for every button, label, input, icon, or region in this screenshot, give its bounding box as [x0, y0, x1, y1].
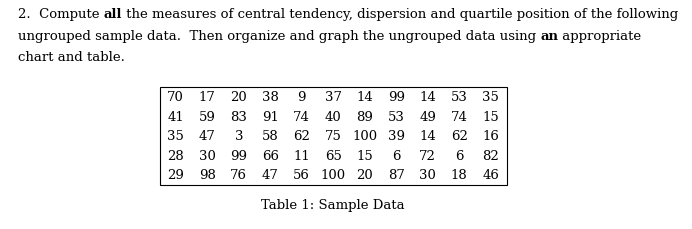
Text: 53: 53: [388, 110, 405, 123]
Text: 15: 15: [356, 149, 373, 162]
Text: 38: 38: [262, 91, 279, 104]
Text: 100: 100: [352, 130, 377, 143]
Text: Table 1: Sample Data: Table 1: Sample Data: [262, 199, 405, 212]
Text: 53: 53: [450, 91, 468, 104]
Text: 30: 30: [199, 149, 216, 162]
Text: 99: 99: [388, 91, 405, 104]
Text: 41: 41: [167, 110, 184, 123]
Text: 47: 47: [199, 130, 216, 143]
Text: 14: 14: [419, 130, 436, 143]
Text: 35: 35: [482, 91, 499, 104]
Text: 62: 62: [293, 130, 310, 143]
Text: 89: 89: [356, 110, 373, 123]
Text: 9: 9: [298, 91, 306, 104]
Text: an: an: [540, 29, 558, 42]
Text: 72: 72: [419, 149, 436, 162]
Text: 15: 15: [482, 110, 499, 123]
Text: 20: 20: [356, 169, 373, 181]
Text: 29: 29: [167, 169, 184, 181]
Text: 6: 6: [455, 149, 464, 162]
Text: 3: 3: [235, 130, 243, 143]
Text: 18: 18: [451, 169, 468, 181]
Text: 65: 65: [325, 149, 342, 162]
Text: all: all: [104, 8, 122, 21]
Text: 56: 56: [293, 169, 310, 181]
Text: 82: 82: [482, 149, 499, 162]
Text: 75: 75: [325, 130, 342, 143]
Text: 100: 100: [320, 169, 346, 181]
Text: chart and table.: chart and table.: [18, 51, 125, 64]
Text: 35: 35: [167, 130, 184, 143]
Text: 99: 99: [230, 149, 247, 162]
Text: 66: 66: [262, 149, 279, 162]
Text: 74: 74: [450, 110, 468, 123]
Text: 70: 70: [167, 91, 184, 104]
Text: 49: 49: [419, 110, 436, 123]
Text: 87: 87: [388, 169, 405, 181]
Text: 2.  Compute: 2. Compute: [18, 8, 104, 21]
Text: 74: 74: [293, 110, 310, 123]
Text: 30: 30: [419, 169, 436, 181]
Text: 47: 47: [262, 169, 279, 181]
Text: appropriate: appropriate: [558, 29, 641, 42]
Text: 17: 17: [199, 91, 216, 104]
Text: 11: 11: [293, 149, 310, 162]
Text: 6: 6: [392, 149, 401, 162]
Text: ungrouped sample data.  Then organize and graph the ungrouped data using: ungrouped sample data. Then organize and…: [18, 29, 540, 42]
Text: 28: 28: [167, 149, 184, 162]
Text: 46: 46: [482, 169, 499, 181]
Text: 76: 76: [230, 169, 247, 181]
Text: 39: 39: [388, 130, 405, 143]
Text: 91: 91: [262, 110, 279, 123]
Text: 20: 20: [230, 91, 247, 104]
Text: 37: 37: [325, 91, 342, 104]
Text: 14: 14: [419, 91, 436, 104]
Text: 14: 14: [356, 91, 373, 104]
Text: 58: 58: [262, 130, 279, 143]
Text: 40: 40: [325, 110, 342, 123]
Text: 59: 59: [199, 110, 216, 123]
Text: 83: 83: [230, 110, 247, 123]
Text: the measures of central tendency, dispersion and quartile position of the follow: the measures of central tendency, disper…: [122, 8, 678, 21]
Text: 62: 62: [450, 130, 468, 143]
Text: 98: 98: [199, 169, 216, 181]
Text: 16: 16: [482, 130, 499, 143]
